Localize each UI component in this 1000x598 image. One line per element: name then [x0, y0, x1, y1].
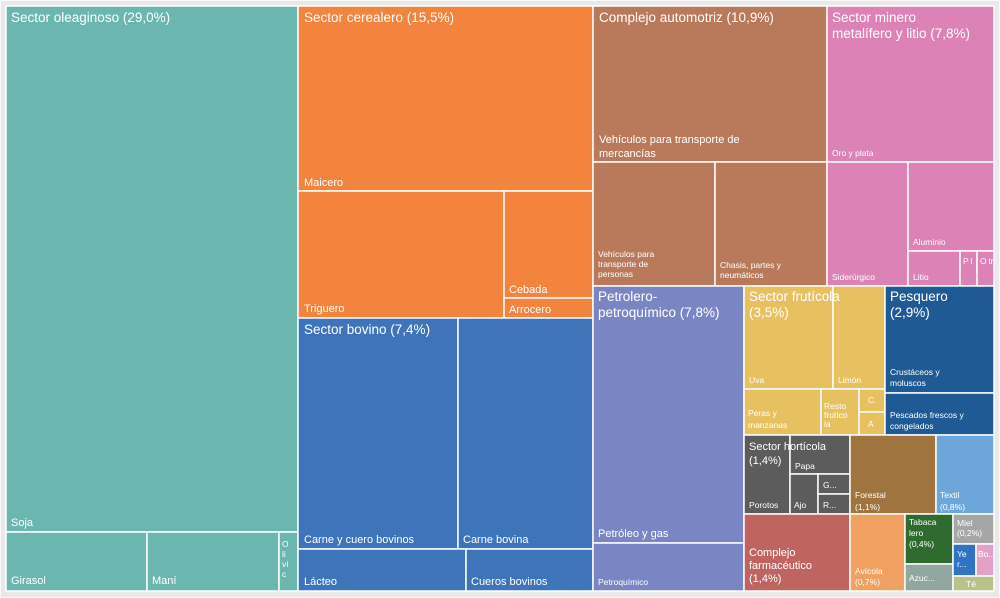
label-crustaceos: Crustáceos y moluscos — [890, 367, 940, 388]
label-maicero: Maicero — [304, 177, 343, 189]
tile-maicero — [297, 5, 594, 192]
label-soja: Soja — [11, 517, 34, 529]
label-girasol: Girasol — [11, 575, 46, 587]
label-sector-minero: Sector minero metalífero y litio (7,8%) — [832, 10, 970, 41]
tile-te — [952, 575, 995, 592]
label-sector-bovino: Sector bovino (7,4%) — [304, 322, 430, 337]
tile-uva — [743, 285, 834, 390]
label-ajo: Ajo — [794, 500, 807, 510]
tile-azucar — [904, 563, 954, 592]
label-sector-fruticola: Sector frutícola (3,5%) — [749, 289, 840, 320]
label-tabacalero: Tabaca lero (0,4%) — [909, 517, 937, 549]
tile-carne-cuero — [297, 317, 459, 550]
label-limon: Limón — [838, 375, 861, 385]
label-siderurgico: Siderúrgico — [832, 272, 875, 282]
tile-crustaceos — [884, 285, 995, 394]
label-petroquimico: Petroquímico — [598, 577, 648, 587]
label-farmaceutico: Complejo farmacéutico (1,4%) — [749, 547, 812, 585]
label-chasis: Chasis, partes y neumáticos — [720, 260, 782, 280]
label-resto-frut: Resto frutíco la — [824, 401, 848, 429]
label-pescados: Pescados frescos y congelados — [890, 410, 964, 431]
tile-cueros — [465, 548, 594, 592]
tile-petroleo-gas — [592, 285, 745, 544]
label-forestal: Forestal (1,1%) — [855, 490, 886, 512]
label-porotos: Porotos — [749, 500, 778, 510]
tile-mani — [146, 531, 280, 592]
label-plomo: P l — [963, 256, 972, 266]
label-azucar: Azuc... — [909, 573, 935, 583]
tile-papa — [789, 434, 851, 475]
label-miel: Miel (0,2%) — [957, 518, 982, 538]
tile-carne-bovina — [457, 317, 594, 550]
label-complejo-automotriz: Complejo automotriz (10,9%) — [599, 10, 774, 25]
tile-chasis — [714, 161, 828, 287]
label-a-frut: A — [868, 419, 874, 429]
label-cebada: Cebada — [509, 284, 548, 296]
label-oro-plata: Oro y plata — [832, 148, 874, 158]
tile-triguero — [297, 190, 505, 319]
label-pesquero: Pesquero (2,9%) — [890, 289, 948, 320]
label-otros-min: O tr — [980, 256, 994, 266]
label-cueros: Cueros bovinos — [471, 576, 548, 588]
label-aluminio: Aluminio — [913, 237, 946, 247]
label-arrocero: Arrocero — [509, 304, 551, 316]
tile-siderurgico — [826, 161, 909, 287]
tile-cebada — [503, 190, 594, 299]
label-sector-horticola: Sector hortícola (1,4%) — [749, 441, 827, 467]
tile-petroquimico — [592, 542, 745, 592]
label-sector-cerealero: Sector cerealero (15,5%) — [304, 10, 454, 25]
label-lacteo: Lácteo — [304, 576, 337, 588]
tile-personas — [592, 161, 716, 287]
label-yerba: Ye r... — [957, 549, 967, 569]
label-r-hort: R... — [823, 500, 836, 510]
tile-limon — [832, 285, 886, 390]
tile-oro-plata — [826, 5, 995, 163]
label-petrolero: Petrolero-petroquímico (7,8%) — [598, 289, 720, 320]
label-te: Té — [966, 579, 976, 589]
label-avicola: Avícola (0,7%) — [855, 566, 883, 587]
tile-horticola — [743, 434, 791, 515]
label-triguero: Triguero — [304, 303, 345, 315]
tile-mercancias — [592, 5, 828, 163]
tile-farmaceutico — [743, 513, 851, 592]
label-petroleo-gas: Petróleo y gas — [598, 528, 669, 540]
label-carne-cuero: Carne y cuero bovinos — [304, 534, 415, 546]
label-textil: Textil (0,8%) — [940, 490, 965, 512]
label-peras: Peras y manzanas — [748, 408, 787, 430]
tile-soja — [5, 5, 299, 533]
tile-girasol — [5, 531, 148, 592]
label-uva: Uva — [749, 375, 764, 385]
tile-forestal — [849, 434, 937, 515]
label-personas: Vehículos para transporte de personas — [598, 249, 655, 279]
tile-textil — [935, 434, 995, 515]
label-papa: Papa — [795, 461, 815, 471]
label-litio: Litio — [913, 272, 929, 282]
label-sector-oleaginoso: Sector oleaginoso (29,0%) — [11, 10, 170, 25]
label-mercancias: Vehículos para transporte de mercancías — [599, 134, 740, 160]
label-carne-bovina: Carne bovina — [463, 534, 529, 546]
tile-resto-frut — [820, 388, 860, 436]
label-c-frut: C. — [868, 395, 877, 405]
tile-aluminio — [907, 161, 995, 252]
label-mani: Maní — [152, 575, 176, 587]
tile-lacteo — [297, 548, 467, 592]
label-g-hort: G... — [823, 480, 837, 490]
label-otros-small: Bo... — [978, 549, 995, 559]
